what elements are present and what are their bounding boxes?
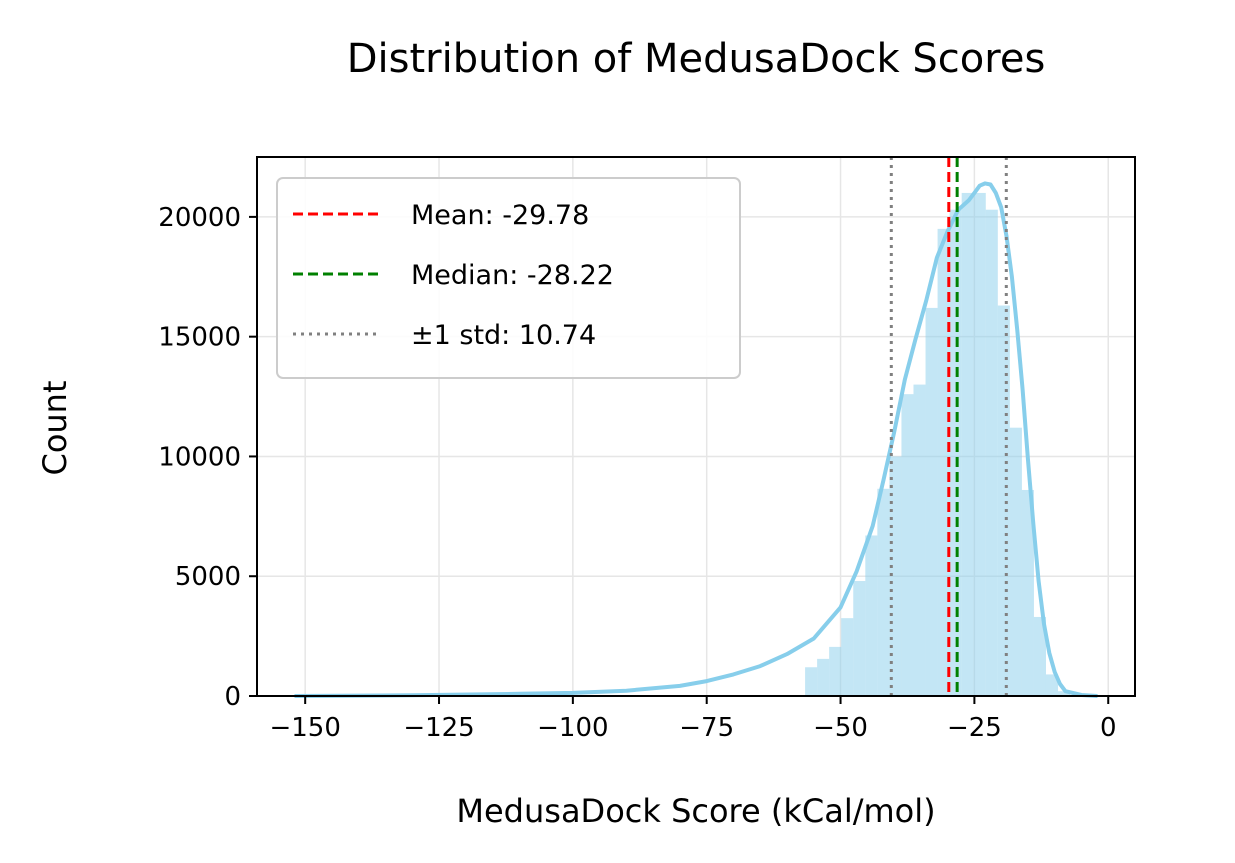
x-axis-label: MedusaDock Score (kCal/mol) — [456, 792, 935, 830]
histogram-bars — [805, 192, 1071, 697]
legend: Mean: -29.78 Median: -28.22 ±1 std: 10.74 — [276, 177, 741, 379]
y-tick-label: 0 — [224, 682, 241, 712]
histogram-bar — [865, 535, 878, 696]
histogram-bar — [997, 305, 1010, 696]
x-tick-label: −75 — [679, 713, 734, 743]
x-tick-label: −125 — [403, 713, 474, 743]
histogram-bar — [829, 646, 842, 696]
legend-label: ±1 std: 10.74 — [411, 320, 596, 351]
histogram-bar — [805, 667, 818, 696]
histogram-bar — [817, 658, 830, 696]
x-tick-label: −100 — [537, 713, 608, 743]
histogram-bar — [1021, 489, 1034, 696]
histogram-bar — [1033, 616, 1046, 696]
histogram-bar — [937, 228, 950, 696]
y-axis-ticks: 0 5000 10000 15000 20000 — [158, 203, 257, 712]
legend-box — [276, 177, 741, 379]
y-tick-label: 10000 — [158, 442, 241, 472]
histogram-bar — [985, 209, 998, 697]
x-axis-ticks: −150 −125 −100 −75 −50 −25 0 — [269, 696, 1117, 743]
legend-label: Mean: -29.78 — [411, 200, 589, 231]
plot-frame — [256, 156, 1136, 697]
histogram-bar — [889, 456, 902, 696]
x-tick-label: 0 — [1100, 713, 1117, 743]
y-tick-label: 20000 — [158, 203, 241, 233]
legend-label: Median: -28.22 — [411, 260, 614, 291]
y-tick-label: 5000 — [175, 562, 241, 592]
histogram-bar — [1009, 427, 1022, 696]
histogram-bar — [925, 307, 938, 696]
y-tick-label: 15000 — [158, 323, 241, 353]
y-axis-label: Count — [36, 380, 74, 475]
histogram-bar — [853, 581, 866, 696]
reference-lines — [889, 157, 1008, 696]
histogram-bar — [901, 394, 914, 696]
histogram-bar — [961, 192, 974, 696]
histogram-bar — [1058, 691, 1071, 696]
histogram-bar — [841, 618, 854, 696]
histogram-bar — [949, 209, 962, 697]
histogram-bar — [913, 384, 926, 696]
x-tick-label: −25 — [947, 713, 1002, 743]
histogram-bar — [973, 192, 986, 696]
x-tick-label: −50 — [813, 713, 868, 743]
histogram-bar — [1045, 674, 1059, 696]
chart-title: Distribution of MedusaDock Scores — [347, 36, 1046, 82]
histogram-bar — [877, 488, 890, 696]
x-tick-label: −150 — [269, 713, 340, 743]
